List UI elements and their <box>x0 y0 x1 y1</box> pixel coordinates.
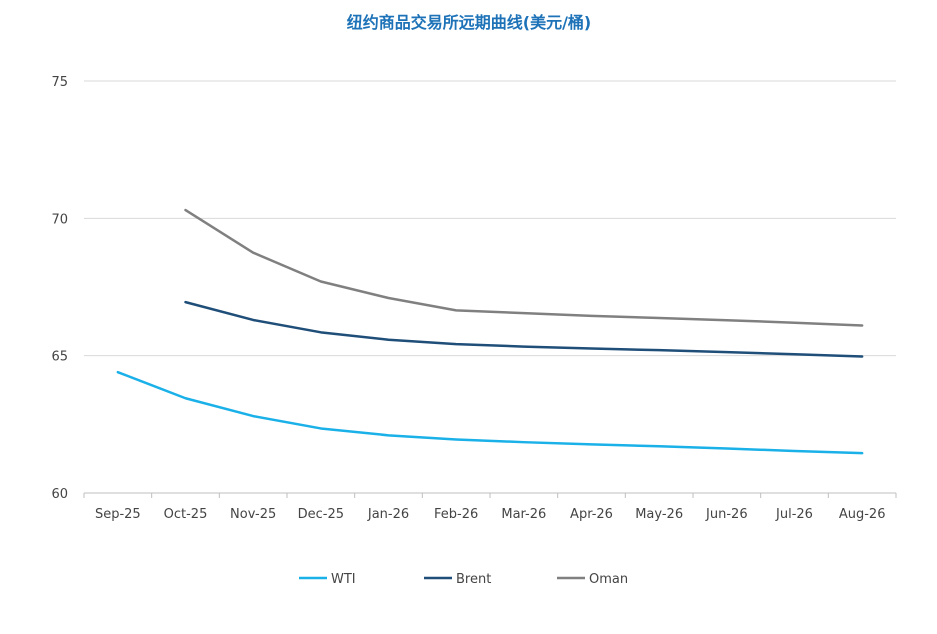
y-tick-label: 60 <box>51 487 68 502</box>
x-tick-label: Jul-26 <box>775 507 813 522</box>
x-tick-label: Mar-26 <box>501 507 546 522</box>
x-tick-label: Jan-26 <box>367 507 409 522</box>
x-tick-label: Dec-25 <box>298 507 344 522</box>
axes: 60 65 70 75 Sep-25 Oct-25 Nov-25 Dec-25 Jan-26 Fe… <box>51 75 897 522</box>
y-tick-label: 75 <box>51 75 68 90</box>
y-tick-label: 70 <box>51 212 68 227</box>
series-line-wti <box>116 370 864 455</box>
x-tick-label: Sep-25 <box>95 507 141 522</box>
x-tick-label: May-26 <box>635 507 683 522</box>
legend-item-brent: Brent <box>424 572 491 587</box>
x-tick-label: Feb-26 <box>434 507 478 522</box>
legend-label: Oman <box>589 572 628 587</box>
x-tick-label: Aug-26 <box>839 507 886 522</box>
legend-label: WTI <box>331 572 356 587</box>
legend: WTI Brent Oman <box>299 572 628 587</box>
series-line-brent <box>184 300 864 358</box>
x-tick-label: Nov-25 <box>230 507 276 522</box>
y-tick-label: 65 <box>51 350 68 365</box>
x-tick-label: Apr-26 <box>570 507 613 522</box>
gridlines <box>84 80 896 494</box>
x-tick-label: Oct-25 <box>164 507 208 522</box>
series-line-oman <box>184 208 864 327</box>
series-lines <box>116 208 864 455</box>
x-tick-label: Jun-26 <box>705 507 748 522</box>
legend-label: Brent <box>456 572 491 587</box>
legend-item-oman: Oman <box>557 572 628 587</box>
legend-item-wti: WTI <box>299 572 356 587</box>
chart-title: 纽约商品交易所远期曲线(美元/桶) <box>347 13 591 32</box>
